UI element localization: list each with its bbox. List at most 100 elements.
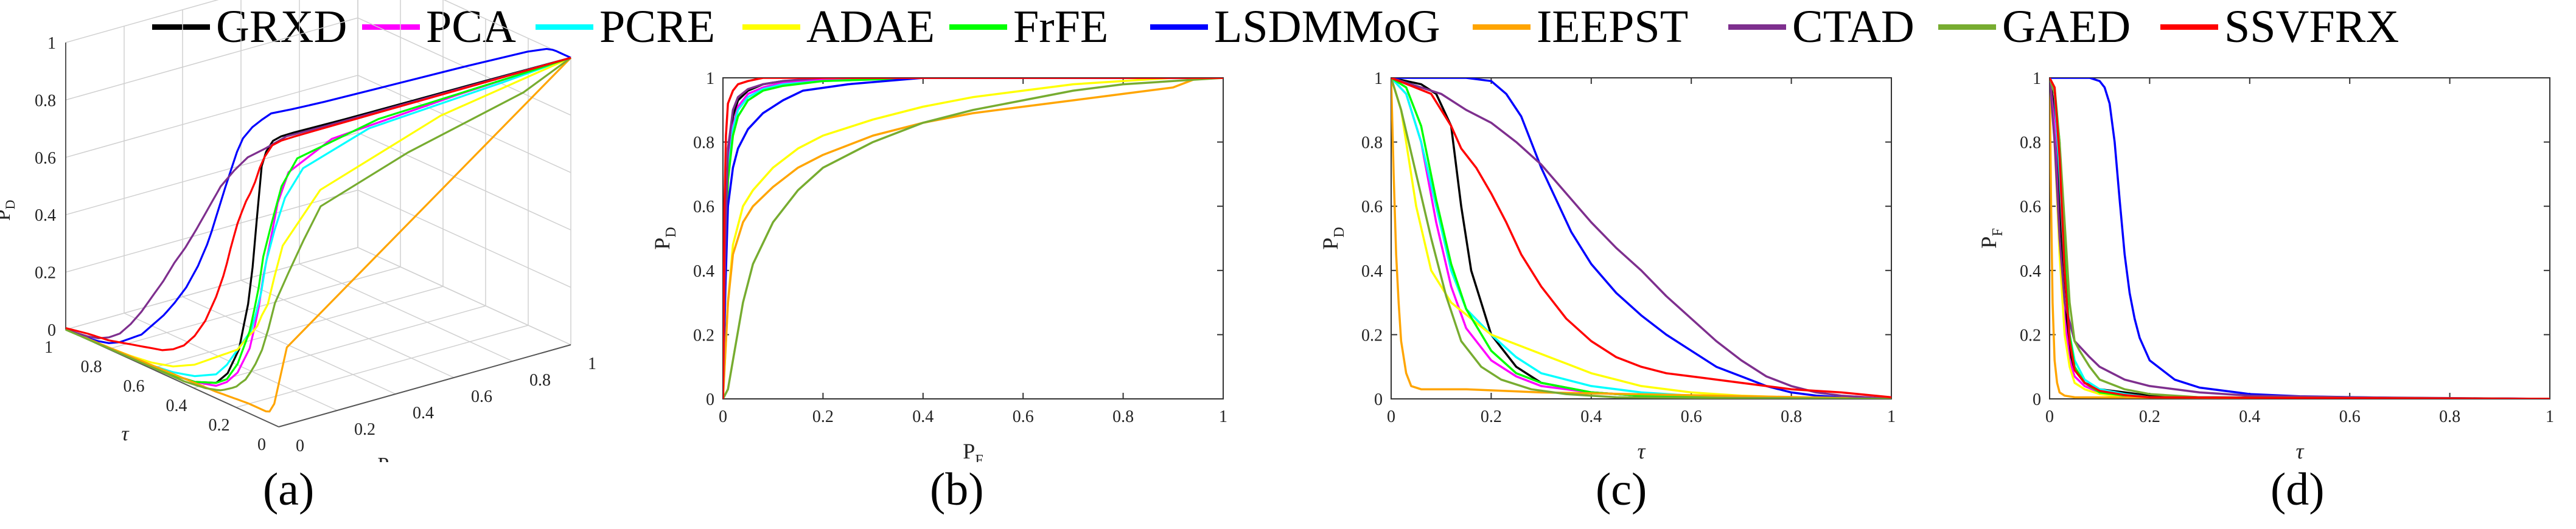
series-line-lsdmmog xyxy=(723,78,1223,399)
grid-side-z xyxy=(357,189,571,288)
grid-floor-t xyxy=(150,286,444,369)
y-tick-label: 0 xyxy=(2033,390,2041,409)
x-tick-label: 1 xyxy=(2546,407,2554,426)
tau-tick-label: 0 xyxy=(257,435,266,454)
plot-frame xyxy=(722,77,1224,399)
y-tick-label: 0.4 xyxy=(693,262,714,281)
series-line-ctad xyxy=(723,78,1223,399)
legend-swatch xyxy=(2160,24,2218,30)
chart-panel-b: 0 0.2 0.4 0.6 0.8 1 0 0.2 0.4 0.6 0.8 1 PF PD xyxy=(650,69,1227,462)
legend-label: GAED xyxy=(2002,1,2131,52)
series-line-ieepst xyxy=(723,78,1223,399)
panel-label-d: (d) xyxy=(2271,464,2325,515)
series-line-ctad xyxy=(2050,78,2550,399)
legend-label: SSVFRX xyxy=(2224,1,2400,52)
series-line-ieepst xyxy=(1391,78,1891,399)
y-axis-label: PF xyxy=(1977,228,2006,248)
y-axis-label: PD xyxy=(1318,227,1347,249)
legend-item-frfe: FrFE xyxy=(949,2,1108,51)
panel-label-a: (a) xyxy=(263,464,315,515)
pf-tick-label: 0.6 xyxy=(471,387,492,406)
series-line-adae xyxy=(723,78,1223,399)
legend-item-gaed: GAED xyxy=(1938,2,2131,51)
grid-side-z xyxy=(443,0,571,58)
grid-floor-f xyxy=(299,263,513,362)
x-tick-label: 0.8 xyxy=(2439,407,2460,426)
series-line-3d-gaed xyxy=(65,57,571,392)
x-tick-label: 0.6 xyxy=(1681,407,1702,426)
series-line-gaed xyxy=(1391,78,1891,399)
series-line-ctad xyxy=(1391,78,1891,399)
plot-frame xyxy=(2049,77,2550,399)
pd-tick-label: 1 xyxy=(47,34,56,53)
legend-item-grxd: GRXD xyxy=(152,2,347,51)
legend-item-lsdmmog: LSDMMoG xyxy=(1150,2,1440,51)
series-line-3d-ssvfrx xyxy=(65,57,571,351)
panel-label-c: (c) xyxy=(1596,464,1647,515)
series-line-3d-ctad xyxy=(65,57,571,339)
legend-swatch xyxy=(742,24,800,30)
series-line-ieepst xyxy=(2050,78,2550,399)
legend-item-ieepst: IEEPST xyxy=(1473,2,1688,51)
grid-floor-t xyxy=(236,325,529,408)
legend-swatch xyxy=(152,24,210,30)
x-tick-label: 1 xyxy=(1887,407,1896,426)
y-tick-label: 0.4 xyxy=(2020,262,2041,281)
pf-tick-label: 0.2 xyxy=(354,420,375,439)
x-tick-label: 0.2 xyxy=(2139,407,2160,426)
series-line-lsdmmog xyxy=(2050,78,2550,399)
y-axis-label: PD xyxy=(650,227,679,249)
legend-label: PCRE xyxy=(599,1,716,52)
pf-tick-label: 0.8 xyxy=(529,371,551,390)
x-axis-label: τ xyxy=(2296,439,2305,462)
grid-side-z xyxy=(357,132,571,230)
pd-tick-label: 0.8 xyxy=(35,91,56,110)
pd-axis-label: PD xyxy=(0,200,18,221)
x-tick-label: 0 xyxy=(1387,407,1395,426)
pd-axis-label-sub: D xyxy=(2,200,18,210)
x-tick-label: 0.2 xyxy=(812,407,834,426)
x-tick-label: 0.8 xyxy=(1112,407,1134,426)
x-tick-label: 0.6 xyxy=(1013,407,1034,426)
legend-item-adae: ADAE xyxy=(742,2,935,51)
series-line-ssvfrx xyxy=(1391,78,1891,399)
x-axis-label: τ xyxy=(1638,439,1646,462)
tau-axis-label: τ xyxy=(121,423,130,445)
legend-item-ssvfrx: SSVFRX xyxy=(2160,2,2399,51)
y-tick-label: 0.6 xyxy=(693,198,714,216)
grid-floor-f xyxy=(124,313,338,411)
x-tick-label: 0.8 xyxy=(1781,407,1802,426)
chart-panel-c: 0 0.2 0.4 0.6 0.8 1 0 0.2 0.4 0.6 0.8 1 τ PD xyxy=(1318,69,1896,462)
x-tick-label: 0.4 xyxy=(2239,407,2260,426)
legend-item-pca: PCA xyxy=(362,2,516,51)
plot-frame xyxy=(1391,77,1892,399)
legend-swatch xyxy=(1473,24,1531,30)
x-tick-label: 0.4 xyxy=(1580,407,1602,426)
grid-back-z xyxy=(65,17,358,101)
y-tick-label: 0.4 xyxy=(1361,262,1383,281)
tau-tick-label: 1 xyxy=(44,338,53,357)
legend-swatch xyxy=(1728,24,1786,30)
series-group xyxy=(1391,78,1891,399)
chart-panel-d: 0 0.2 0.4 0.6 0.8 1 0 0.2 0.4 0.6 0.8 1 τ PF xyxy=(1977,69,2554,462)
y-tick-label: 0.6 xyxy=(1361,198,1383,216)
series-line-ssvfrx xyxy=(2050,78,2550,399)
tau-tick-label: 0.2 xyxy=(209,416,230,435)
legend-label: IEEPST xyxy=(1537,1,1689,52)
series-line-3d-pcre xyxy=(65,57,571,378)
y-axis-label-sub: D xyxy=(1332,227,1347,237)
series-line-3d-lsdmmog xyxy=(65,47,571,344)
x-tick-label: 0.4 xyxy=(912,407,934,426)
y-axis-label-sub: F xyxy=(1990,228,2006,236)
y-tick-label: 0.8 xyxy=(1361,134,1383,153)
pd-tick-label: 0.2 xyxy=(35,264,56,283)
y-tick-label: 0.8 xyxy=(2020,134,2041,153)
grid-floor-t xyxy=(65,247,358,330)
y-tick-label: 0.2 xyxy=(1361,326,1383,345)
grid-back-z xyxy=(65,0,219,43)
x-tick-label: 1 xyxy=(1219,407,1227,426)
legend-label: LSDMMoG xyxy=(1214,1,1440,52)
y-tick-label: 1 xyxy=(2033,69,2041,88)
legend-swatch xyxy=(362,24,420,30)
y-tick-label: 0 xyxy=(1374,390,1383,409)
